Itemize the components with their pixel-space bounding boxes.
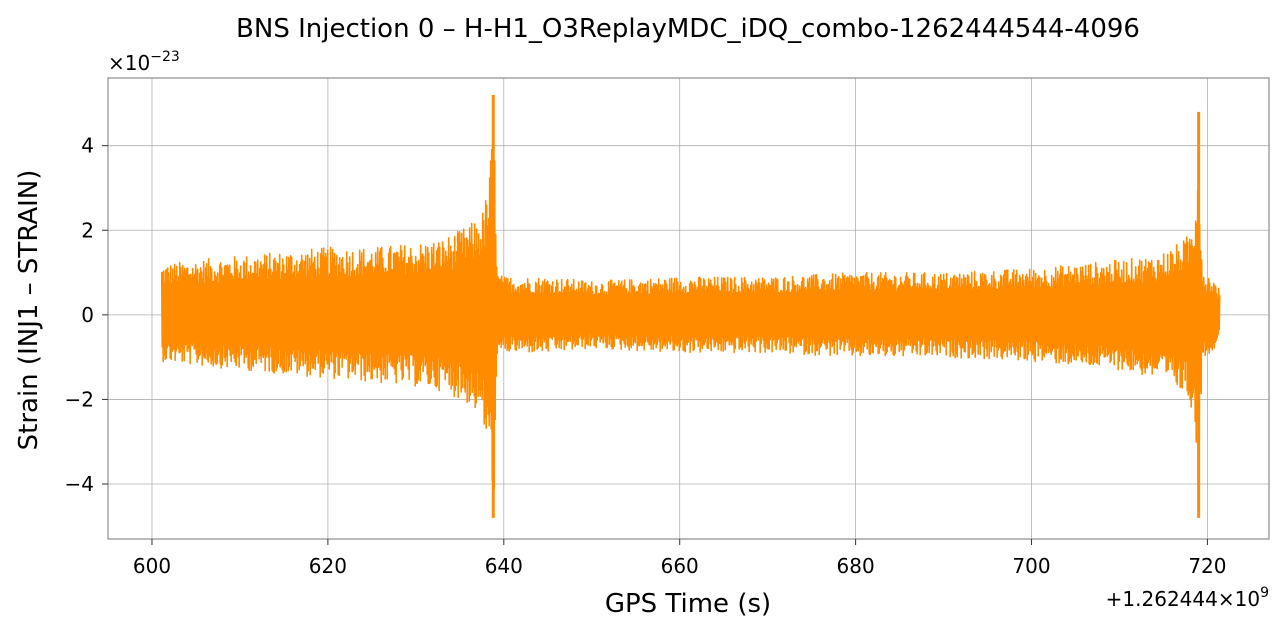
- y-axis: −4 −2 0 2 4: [65, 134, 108, 496]
- y-tick-label: −2: [65, 387, 94, 411]
- x-axis: 600 620 640 660 680 700 720: [133, 539, 1227, 578]
- y-scale-label: ×10−23: [108, 49, 180, 75]
- x-offset-base: +1.262444×10: [1106, 587, 1260, 611]
- x-tick-label: 660: [661, 554, 699, 578]
- plot-area: [160, 94, 1221, 518]
- x-tick-label: 640: [485, 554, 523, 578]
- x-tick-label: 600: [133, 554, 171, 578]
- series-layer: [160, 94, 1221, 518]
- x-offset-exponent: 9: [1260, 585, 1269, 601]
- y-scale-base: ×10: [108, 51, 150, 75]
- chart-title: BNS Injection 0 – H-H1_O3ReplayMDC_iDQ_c…: [236, 14, 1140, 44]
- axes-frame: [107, 77, 1270, 540]
- x-tick-label: 620: [309, 554, 347, 578]
- strain-series-line: [160, 148, 1221, 497]
- y-tick-label: 2: [81, 218, 94, 242]
- y-tick-label: 4: [81, 134, 94, 158]
- x-tick-label: 680: [837, 554, 875, 578]
- y-scale-exponent: −23: [150, 49, 180, 65]
- y-tick-label: 0: [81, 303, 94, 327]
- x-offset-label: +1.262444×109: [1106, 585, 1269, 611]
- y-axis-label: Strain (INJ1 – STRAIN): [14, 170, 44, 451]
- y-tick-label: −4: [65, 472, 94, 496]
- x-axis-label: GPS Time (s): [605, 589, 771, 619]
- x-tick-label: 700: [1012, 554, 1050, 578]
- x-tick-label: 720: [1188, 554, 1226, 578]
